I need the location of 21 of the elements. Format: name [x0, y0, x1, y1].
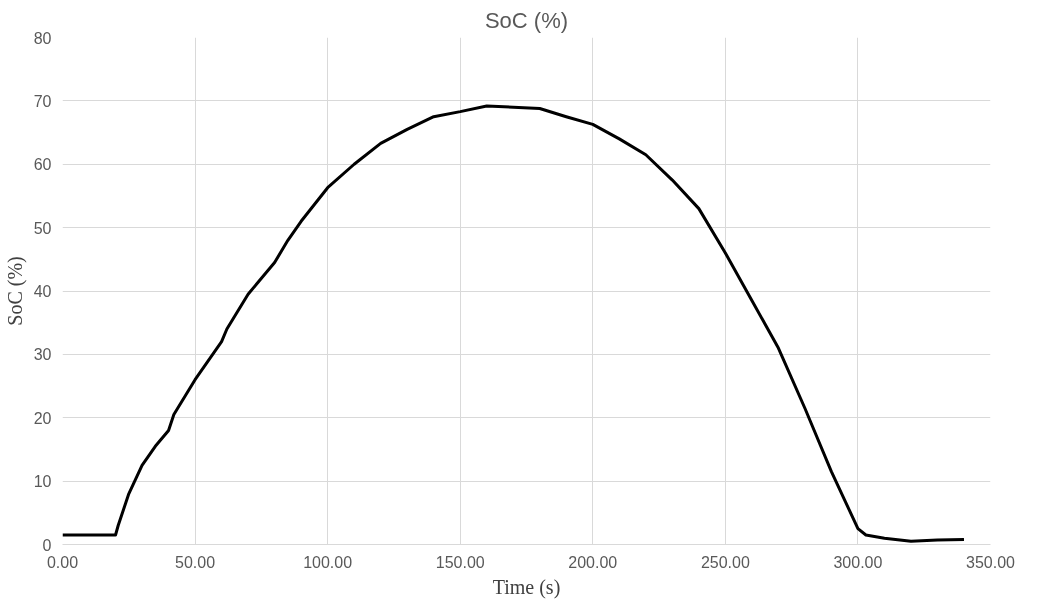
y-tick-label: 80: [33, 29, 52, 47]
line-series: [62, 104, 966, 543]
y-tick-label: 0: [42, 536, 52, 554]
y-tick-label: 60: [33, 156, 52, 174]
y-tick-label: 40: [33, 283, 52, 300]
y-axis-title: SoC (%): [3, 256, 27, 326]
x-tick-label: 250.00: [700, 553, 750, 571]
x-axis-title: Time (s): [492, 575, 561, 599]
x-tick-label: 300.00: [833, 553, 883, 571]
x-tick-label: 0.00: [46, 553, 79, 571]
chart-title: SoC (%): [484, 7, 569, 33]
y-tick-label: 70: [33, 92, 52, 110]
x-tick-label: 200.00: [568, 553, 618, 571]
y-tick-label: 30: [33, 346, 52, 364]
x-tick-label: 50.00: [175, 553, 216, 571]
y-tick-label: 10: [33, 473, 52, 491]
y-tick-label: 20: [33, 409, 52, 427]
x-tick-label: 350.00: [966, 553, 1016, 571]
x-tick-label: 100.00: [303, 553, 353, 571]
y-tick-label: 50: [33, 219, 52, 237]
x-tick-label: 150.00: [435, 553, 485, 571]
